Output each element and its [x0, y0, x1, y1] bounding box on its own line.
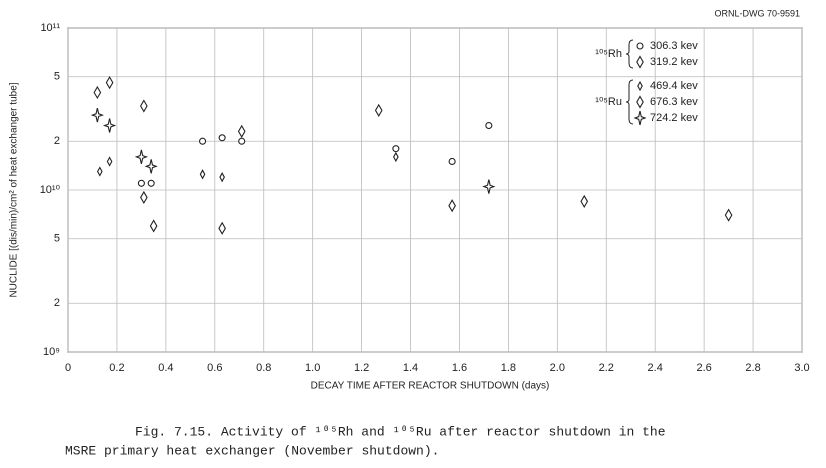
legend-label: 319.2 kev	[650, 56, 698, 68]
data-point	[485, 121, 493, 130]
data-point	[218, 134, 226, 142]
legend-brace	[625, 39, 634, 69]
y-axis-label: NUCLIDE [(dis/min)/cm² of heat exchanger…	[9, 82, 20, 297]
y-tick-label: 2	[54, 135, 60, 147]
legend-marker	[633, 110, 647, 126]
legend-group-label: ¹⁰⁵Rh	[595, 48, 622, 60]
data-point	[106, 156, 113, 167]
x-tick-label: 0.6	[207, 362, 222, 374]
legend-label: 469.4 kev	[650, 80, 698, 92]
data-point	[137, 179, 145, 187]
drawing-number: ORNL-DWG 70-9591	[714, 8, 800, 18]
legend-brace	[625, 79, 634, 125]
data-point	[238, 137, 246, 145]
data-point	[393, 151, 399, 163]
y-tick-label: 10¹⁰	[40, 184, 61, 196]
data-point	[105, 76, 114, 90]
legend-label: 306.3 kev	[650, 40, 698, 52]
data-point	[392, 145, 400, 153]
data-point	[90, 107, 105, 123]
y-tick-label: 5	[54, 233, 60, 245]
x-tick-label: 0.8	[256, 362, 271, 374]
data-point	[147, 179, 155, 187]
legend-marker	[637, 80, 643, 92]
data-point	[140, 99, 148, 113]
x-tick-label: 0.4	[158, 362, 173, 374]
data-point	[134, 149, 149, 165]
data-point	[448, 157, 456, 166]
y-tick-label: 2	[54, 297, 60, 309]
legend-marker	[636, 42, 644, 50]
data-point	[580, 194, 589, 209]
legend-label: 676.3 kev	[650, 96, 698, 108]
x-tick-label: 1.2	[354, 362, 369, 374]
data-point	[199, 137, 207, 145]
data-point	[144, 159, 158, 174]
x-tick-label: 2.8	[745, 362, 760, 374]
data-point	[102, 118, 117, 133]
y-tick-label: 10⁹	[43, 346, 60, 358]
x-tick-label: 1.4	[403, 362, 418, 374]
data-point	[93, 85, 102, 100]
x-tick-label: 3.0	[794, 362, 809, 374]
data-point	[724, 208, 733, 222]
x-tick-label: 2.6	[696, 362, 711, 374]
caption-line: MSRE primary heat exchanger (November sh…	[65, 443, 439, 458]
x-tick-label: 2.4	[648, 362, 663, 374]
x-tick-label: 2.0	[550, 362, 565, 374]
x-axis-label: DECAY TIME AFTER REACTOR SHUTDOWN (days)	[311, 381, 550, 392]
x-tick-label: 1.0	[305, 362, 320, 374]
legend-marker	[636, 55, 644, 69]
legend-label: 724.2 kev	[650, 112, 698, 124]
x-tick-label: 1.8	[501, 362, 516, 374]
data-point	[218, 221, 226, 235]
data-point	[140, 190, 148, 205]
x-tick-label: 0.2	[109, 362, 124, 374]
x-tick-label: 2.2	[599, 362, 614, 374]
x-tick-label: 0	[65, 362, 71, 374]
caption-line: Fig. 7.15. Activity of ¹⁰⁵Rh and ¹⁰⁵Ru a…	[135, 424, 666, 439]
data-point	[96, 166, 103, 177]
data-point	[448, 199, 456, 213]
legend-marker	[636, 95, 644, 109]
y-tick-label: 5	[54, 71, 60, 83]
data-point	[482, 179, 496, 194]
data-point	[149, 219, 158, 233]
legend-group-label: ¹⁰⁵Ru	[595, 96, 622, 108]
data-point	[199, 169, 206, 180]
data-point	[219, 172, 225, 183]
y-tick-label: 10¹¹	[40, 22, 60, 34]
x-tick-label: 1.6	[452, 362, 467, 374]
data-point	[237, 124, 246, 138]
data-point	[374, 103, 383, 117]
